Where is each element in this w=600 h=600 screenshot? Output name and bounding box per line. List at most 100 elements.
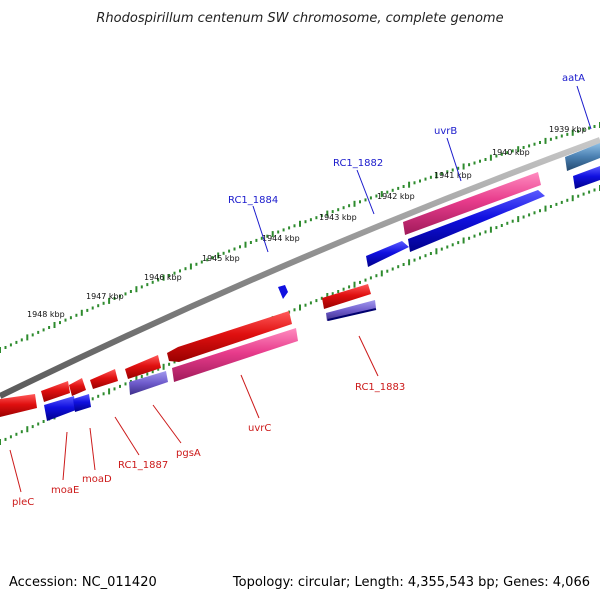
gene-moaE-blue[interactable] — [44, 396, 76, 421]
minor-tick — [157, 367, 160, 371]
minor-tick — [119, 384, 121, 388]
minor-tick — [446, 245, 449, 249]
gene-RC1-1884[interactable] — [278, 285, 288, 299]
map-title: Rhodospirillum centenum SW chromosome, c… — [96, 11, 503, 26]
kbp-label: 1940 kbp — [492, 148, 530, 157]
gene-label-RC1-1883[interactable]: RC1_1883 — [355, 382, 405, 393]
minor-tick — [309, 301, 312, 305]
kbp-label: 1946 kbp — [144, 273, 182, 282]
major-tick — [0, 347, 1, 353]
minor-tick — [129, 290, 132, 293]
gene-label-pgsA[interactable]: pgsA — [176, 448, 201, 459]
minor-tick — [173, 360, 176, 364]
gene-pgsA-red[interactable] — [125, 355, 161, 379]
minor-tick — [533, 142, 536, 146]
minor-tick — [91, 397, 94, 401]
gene-label-pleC[interactable]: pleC — [12, 497, 34, 508]
minor-tick — [451, 243, 454, 247]
minor-tick — [500, 224, 503, 227]
minor-tick — [391, 267, 394, 271]
gene-aatA[interactable] — [565, 143, 600, 171]
major-tick — [544, 205, 547, 212]
major-tick — [353, 200, 356, 207]
gene-label-uvrC[interactable]: uvrC — [248, 423, 271, 434]
minor-tick — [69, 316, 72, 320]
kbp-label: 1941 kbp — [434, 171, 472, 180]
gene-moaE-red[interactable] — [41, 381, 70, 402]
minor-tick — [75, 313, 78, 317]
minor-tick — [91, 306, 94, 310]
minor-tick — [495, 154, 498, 158]
minor-tick — [31, 333, 34, 337]
minor-tick — [146, 283, 149, 287]
gene-moaD-red[interactable] — [69, 378, 86, 396]
gene-RC1-1882[interactable] — [366, 241, 409, 267]
minor-tick — [151, 280, 154, 284]
gene-label-RC1-1884[interactable]: RC1_1884 — [228, 195, 278, 206]
minor-tick — [97, 394, 100, 398]
kbp-scale: 1939 kbp 1940 kbp 1941 kbp 1942 kbp 1943… — [27, 125, 587, 319]
minor-tick — [4, 346, 7, 349]
gene-uvrC-pink[interactable] — [172, 328, 298, 382]
minor-tick — [364, 198, 367, 202]
minor-tick — [124, 292, 127, 296]
minor-tick — [282, 228, 285, 232]
major-tick — [326, 293, 329, 299]
gene-RC1-1883-red[interactable] — [322, 284, 371, 309]
gene-uvrB-blue[interactable] — [408, 190, 545, 252]
gene-RC1-1887[interactable] — [90, 369, 118, 389]
major-tick — [380, 191, 383, 198]
minor-tick — [102, 392, 105, 396]
gene-label-moaE[interactable]: moaE — [51, 485, 79, 496]
major-tick — [26, 334, 29, 341]
minor-tick — [369, 276, 372, 280]
major-tick — [462, 237, 465, 244]
minor-tick — [64, 318, 67, 322]
gene-label-aatA[interactable]: aatA — [562, 73, 585, 84]
leader-moaE — [62, 431, 68, 481]
minor-tick — [151, 370, 154, 374]
leader-uvrB — [446, 137, 462, 182]
gene-uvrC-red[interactable] — [167, 311, 292, 362]
major-tick — [162, 363, 165, 370]
minor-tick — [293, 308, 296, 312]
minor-tick — [200, 260, 203, 264]
minor-tick — [320, 214, 323, 218]
major-tick — [408, 181, 411, 188]
gene-pleC[interactable] — [0, 394, 37, 417]
major-tick — [571, 129, 574, 136]
gene-pgsA-purple[interactable] — [129, 371, 168, 395]
minor-tick — [424, 254, 427, 258]
major-tick — [517, 216, 520, 223]
gene-label-moaD[interactable]: moaD — [82, 474, 112, 485]
forward-strand-genes — [278, 143, 600, 299]
leader-moaD — [89, 427, 96, 471]
major-tick — [353, 281, 356, 288]
minor-tick — [42, 328, 45, 332]
gene-moaD-blue[interactable] — [73, 394, 91, 412]
minor-tick — [560, 134, 563, 138]
minor-tick — [249, 241, 252, 244]
gene-aatA-lower[interactable] — [573, 166, 600, 189]
major-tick — [571, 195, 574, 202]
gene-label-uvrB[interactable]: uvrB — [434, 126, 457, 137]
kbp-label: 1947 kbp — [86, 292, 124, 301]
minor-tick — [511, 149, 514, 153]
minor-tick — [539, 141, 541, 144]
accession-text: Accession: NC_011420 — [9, 575, 157, 590]
gene-RC1-1883-purple[interactable] — [326, 300, 376, 321]
gene-label-RC1-1887[interactable]: RC1_1887 — [118, 460, 168, 471]
gene-uvrB-pink[interactable] — [403, 172, 541, 235]
minor-tick — [588, 190, 591, 194]
minor-tick — [211, 256, 214, 260]
genome-summary-text: Topology: circular; Length: 4,355,543 bp… — [232, 575, 590, 590]
outer-tick-track — [0, 122, 600, 353]
minor-tick — [304, 303, 307, 307]
minor-tick — [195, 262, 198, 266]
minor-tick — [228, 249, 231, 253]
gene-label-RC1-1882[interactable]: RC1_1882 — [333, 158, 383, 169]
minor-tick — [20, 430, 23, 434]
minor-tick — [48, 326, 51, 329]
minor-tick — [206, 258, 209, 262]
